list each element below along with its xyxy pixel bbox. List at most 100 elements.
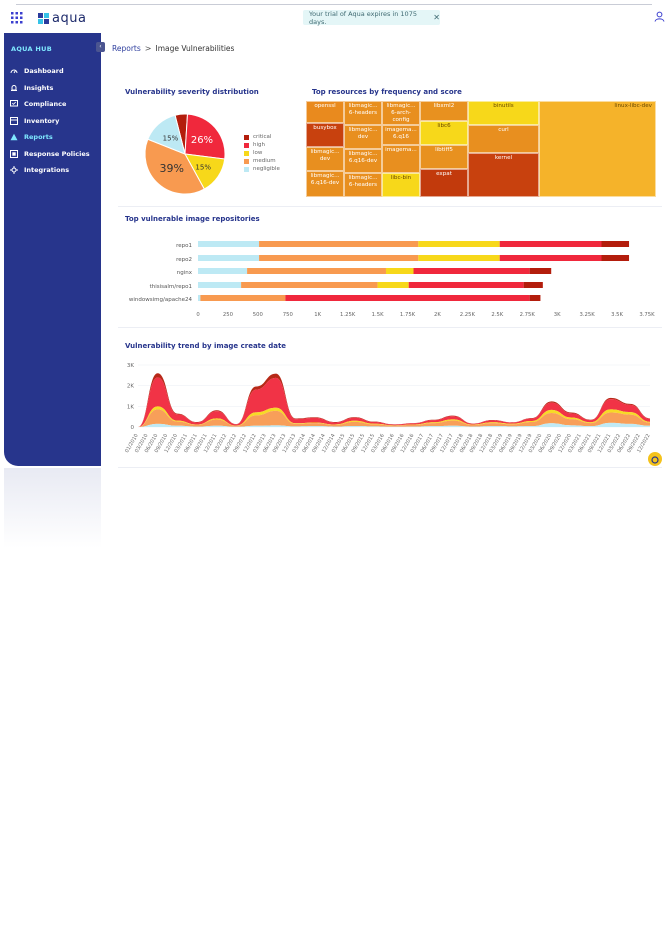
- pie-slice-negligible[interactable]: [147, 114, 186, 155]
- sidebar-item-label: Response Policies: [24, 150, 90, 158]
- area-series-negligible[interactable]: [138, 422, 650, 427]
- treemap-card-title: Top resources by frequency and score: [312, 88, 462, 96]
- treemap-cell[interactable]: linux-libc-dev: [539, 101, 656, 197]
- user-icon[interactable]: [654, 11, 665, 22]
- treemap-cell[interactable]: libmagic... 6-arch-config: [382, 101, 420, 125]
- legend-item-negligible[interactable]: negligible: [244, 165, 280, 173]
- check-screen-icon: [10, 100, 18, 108]
- treemap-cell[interactable]: libc6: [420, 121, 468, 145]
- bar-segment-negligible[interactable]: [198, 282, 242, 288]
- sidebar-item-response-policies[interactable]: Response Policies: [10, 148, 90, 160]
- area-series-medium[interactable]: [138, 409, 650, 427]
- sidebar-item-dashboard[interactable]: Dashboard: [10, 65, 64, 77]
- bar-segment-negligible[interactable]: [198, 255, 260, 261]
- treemap-cell[interactable]: libc-bin: [382, 173, 420, 197]
- bar-segment-medium[interactable]: [259, 255, 419, 261]
- legend-item-low[interactable]: low: [244, 149, 280, 157]
- close-icon[interactable]: ✕: [433, 13, 440, 22]
- treemap-cell[interactable]: libmagic... 6-headers: [344, 173, 382, 197]
- treemap-cell[interactable]: curl: [468, 125, 539, 153]
- legend-item-high[interactable]: high: [244, 141, 280, 149]
- policy-icon: [10, 150, 18, 158]
- area-series-low[interactable]: [138, 406, 650, 427]
- bar-segment-critical[interactable]: [523, 282, 543, 288]
- legend-item-critical[interactable]: critical: [244, 133, 280, 141]
- sidebar-item-label: Dashboard: [24, 67, 64, 75]
- bar-segment-negligible[interactable]: [198, 295, 201, 301]
- treemap-cell[interactable]: libmagic... dev: [306, 147, 344, 171]
- bar-segment-high[interactable]: [499, 255, 602, 261]
- breadcrumb-reports-link[interactable]: Reports: [112, 44, 141, 53]
- bar-segment-low[interactable]: [418, 241, 500, 247]
- treemap-cell[interactable]: libmagic... 6-headers: [344, 101, 382, 125]
- x-tick-label: 1.75K: [400, 312, 416, 318]
- bar-segment-high[interactable]: [408, 282, 524, 288]
- top-bar: aqua Your trial of Aqua expires in 1075 …: [0, 0, 668, 32]
- x-tick-label: 2.5K: [491, 312, 503, 318]
- bar-segment-medium[interactable]: [247, 268, 386, 274]
- severity-card-title: Vulnerability severity distribution: [125, 88, 259, 96]
- bar-segment-medium[interactable]: [259, 241, 419, 247]
- treemap-cell[interactable]: busybox: [306, 123, 344, 147]
- repo-label: repo1: [176, 243, 192, 249]
- treemap-cell[interactable]: libmagic... 6.q16-dev: [306, 171, 344, 197]
- bar-segment-negligible[interactable]: [198, 241, 260, 247]
- treemap-cell[interactable]: libmagic... dev: [344, 125, 382, 149]
- bar-segment-low[interactable]: [385, 268, 414, 274]
- bar-segment-critical[interactable]: [601, 241, 630, 247]
- treemap-cell[interactable]: openssl: [306, 101, 344, 123]
- severity-legend: critical high low medium negligible: [244, 133, 280, 173]
- section-divider: [118, 467, 662, 468]
- x-tick-label: 2.25K: [460, 312, 476, 318]
- app-grid-icon[interactable]: [11, 12, 23, 24]
- breadcrumb: Reports > Image Vulnerabilities: [112, 44, 234, 53]
- bar-segment-critical[interactable]: [529, 268, 552, 274]
- bar-segment-medium[interactable]: [200, 295, 286, 301]
- x-tick-label: 3K: [554, 312, 561, 318]
- x-tick-label: 500: [253, 312, 264, 318]
- bar-segment-low[interactable]: [377, 282, 409, 288]
- resources-treemap: openssl busybox libmagic... dev libmagic...…: [306, 101, 656, 197]
- repo-label: nginx: [177, 270, 193, 276]
- bar-segment-critical[interactable]: [529, 295, 541, 301]
- y-tick-label: 1K: [127, 404, 134, 410]
- section-divider: [118, 327, 662, 328]
- box-icon: [10, 117, 18, 125]
- pie-label-low: 15%: [195, 163, 211, 171]
- integrations-icon: [10, 166, 18, 174]
- help-button[interactable]: [648, 452, 662, 466]
- treemap-cell[interactable]: libtiff5: [420, 145, 468, 169]
- sidebar-item-insights[interactable]: Insights: [10, 82, 53, 94]
- x-tick-label: 1.5K: [372, 312, 384, 318]
- sidebar-item-label: Reports: [24, 133, 53, 141]
- pie-slice-high[interactable]: [184, 113, 226, 160]
- sidebar-item-compliance[interactable]: Compliance: [10, 98, 66, 110]
- sidebar-item-label: Insights: [24, 84, 54, 92]
- area-series-high[interactable]: [138, 377, 650, 427]
- pie-slice-medium[interactable]: [144, 138, 205, 195]
- sidebar-item-inventory[interactable]: Inventory: [10, 115, 59, 127]
- trial-text: Your trial of Aqua expires in 1075 days.: [309, 9, 417, 26]
- bar-segment-high[interactable]: [285, 295, 530, 301]
- treemap-cell[interactable]: imagema... 6.q16: [382, 125, 420, 145]
- bar-segment-high[interactable]: [413, 268, 530, 274]
- sidebar-item-reports[interactable]: Reports: [10, 131, 53, 143]
- bar-segment-high[interactable]: [499, 241, 602, 247]
- treemap-cell[interactable]: libxml2: [420, 101, 468, 121]
- treemap-cell[interactable]: binutils: [468, 101, 539, 125]
- bar-segment-medium[interactable]: [241, 282, 378, 288]
- treemap-cell[interactable]: expat: [420, 169, 468, 197]
- treemap-cell[interactable]: kernel: [468, 153, 539, 197]
- legend-item-medium[interactable]: medium: [244, 157, 280, 165]
- aqua-logo[interactable]: aqua: [38, 9, 86, 27]
- collapse-sidebar-button[interactable]: ‹: [96, 42, 105, 52]
- chevron-right-icon: >: [144, 44, 152, 53]
- treemap-cell[interactable]: libmagic... 6.q16-dev: [344, 149, 382, 173]
- treemap-cell[interactable]: imagema...: [382, 145, 420, 173]
- bar-segment-negligible[interactable]: [198, 268, 248, 274]
- bar-segment-low[interactable]: [418, 255, 500, 261]
- aqua-logo-mark-icon: [38, 12, 49, 24]
- x-tick-label: 0: [196, 312, 200, 318]
- bar-segment-critical[interactable]: [601, 255, 630, 261]
- sidebar-item-integrations[interactable]: Integrations: [10, 164, 69, 176]
